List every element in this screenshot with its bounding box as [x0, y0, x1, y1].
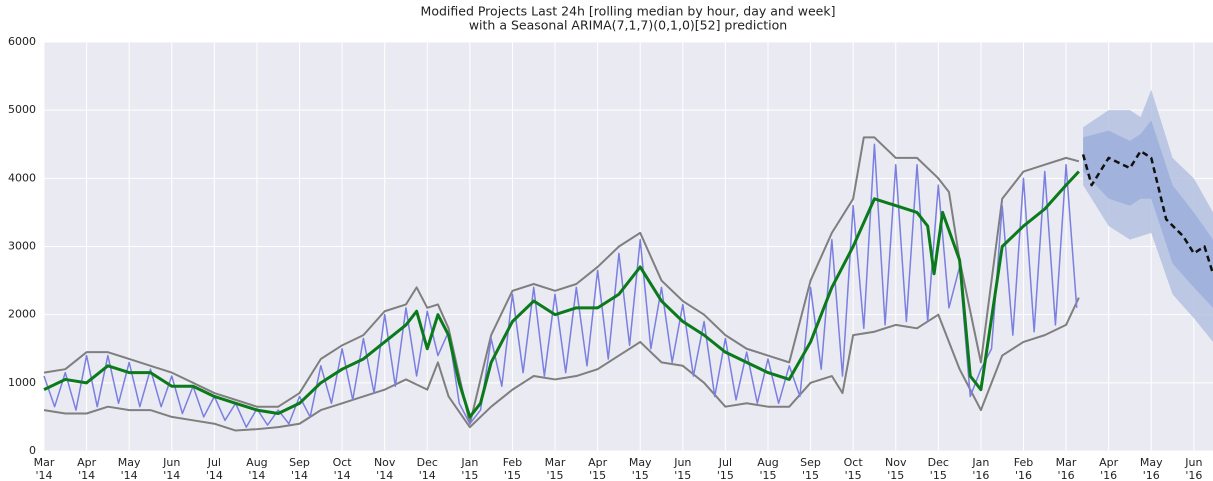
x-tick-label: May '16	[1139, 456, 1163, 481]
y-tick-label: 0	[29, 444, 36, 457]
x-tick-label: Feb '16	[1013, 456, 1034, 481]
x-tick-label: Jun '16	[1185, 456, 1203, 481]
y-tick-label: 4000	[8, 171, 36, 184]
chart-title: Modified Projects Last 24h [rolling medi…	[421, 4, 836, 19]
x-tick-label: Dec '14	[416, 456, 438, 481]
x-tick-label: May '15	[628, 456, 652, 481]
x-tick-label: Jun '14	[163, 456, 181, 481]
series-line	[43, 170, 1080, 419]
y-tick-label: 6000	[8, 35, 36, 48]
x-tick-label: Jul '14	[205, 456, 223, 481]
x-tick-label: Mar '14	[33, 456, 55, 481]
series-line	[1081, 149, 1213, 275]
x-tick-label: Mar '15	[544, 456, 566, 481]
confidence-band	[1083, 120, 1213, 308]
x-tick-label: Oct '15	[843, 456, 863, 481]
x-tick-label: Aug '15	[757, 456, 779, 481]
y-tick-label: 5000	[8, 103, 36, 116]
x-tick-label: Aug '14	[246, 456, 268, 481]
x-tick-label: Dec '15	[927, 456, 949, 481]
x-tick-label: Jan '16	[972, 456, 990, 481]
series-line	[43, 136, 1080, 425]
x-tick-label: Jun '15	[674, 456, 692, 481]
y-tick-label: 1000	[8, 376, 36, 389]
y-tick-label: 3000	[8, 240, 36, 253]
x-tick-label: Sep '15	[800, 456, 821, 481]
x-tick-label: Feb '15	[502, 456, 523, 481]
x-tick-label: May '14	[117, 456, 141, 481]
y-tick-label: 2000	[8, 308, 36, 321]
x-tick-label: Oct '14	[332, 456, 352, 481]
x-tick-label: Apr '16	[1099, 456, 1119, 481]
x-tick-label: Jul '15	[716, 456, 734, 481]
series-line	[43, 143, 1078, 428]
x-tick-label: Nov '15	[884, 456, 907, 481]
x-tick-label: Sep '14	[289, 456, 310, 481]
x-tick-label: Nov '14	[373, 456, 396, 481]
chart-subtitle: with a Seasonal ARIMA(7,1,7)(0,1,0)[52] …	[469, 18, 787, 33]
x-tick-label: Mar '16	[1055, 456, 1077, 481]
series-line	[43, 297, 1080, 432]
x-tick-label: Apr '15	[588, 456, 608, 481]
x-tick-label: Apr '14	[77, 456, 97, 481]
x-tick-label: Jan '15	[461, 456, 479, 481]
